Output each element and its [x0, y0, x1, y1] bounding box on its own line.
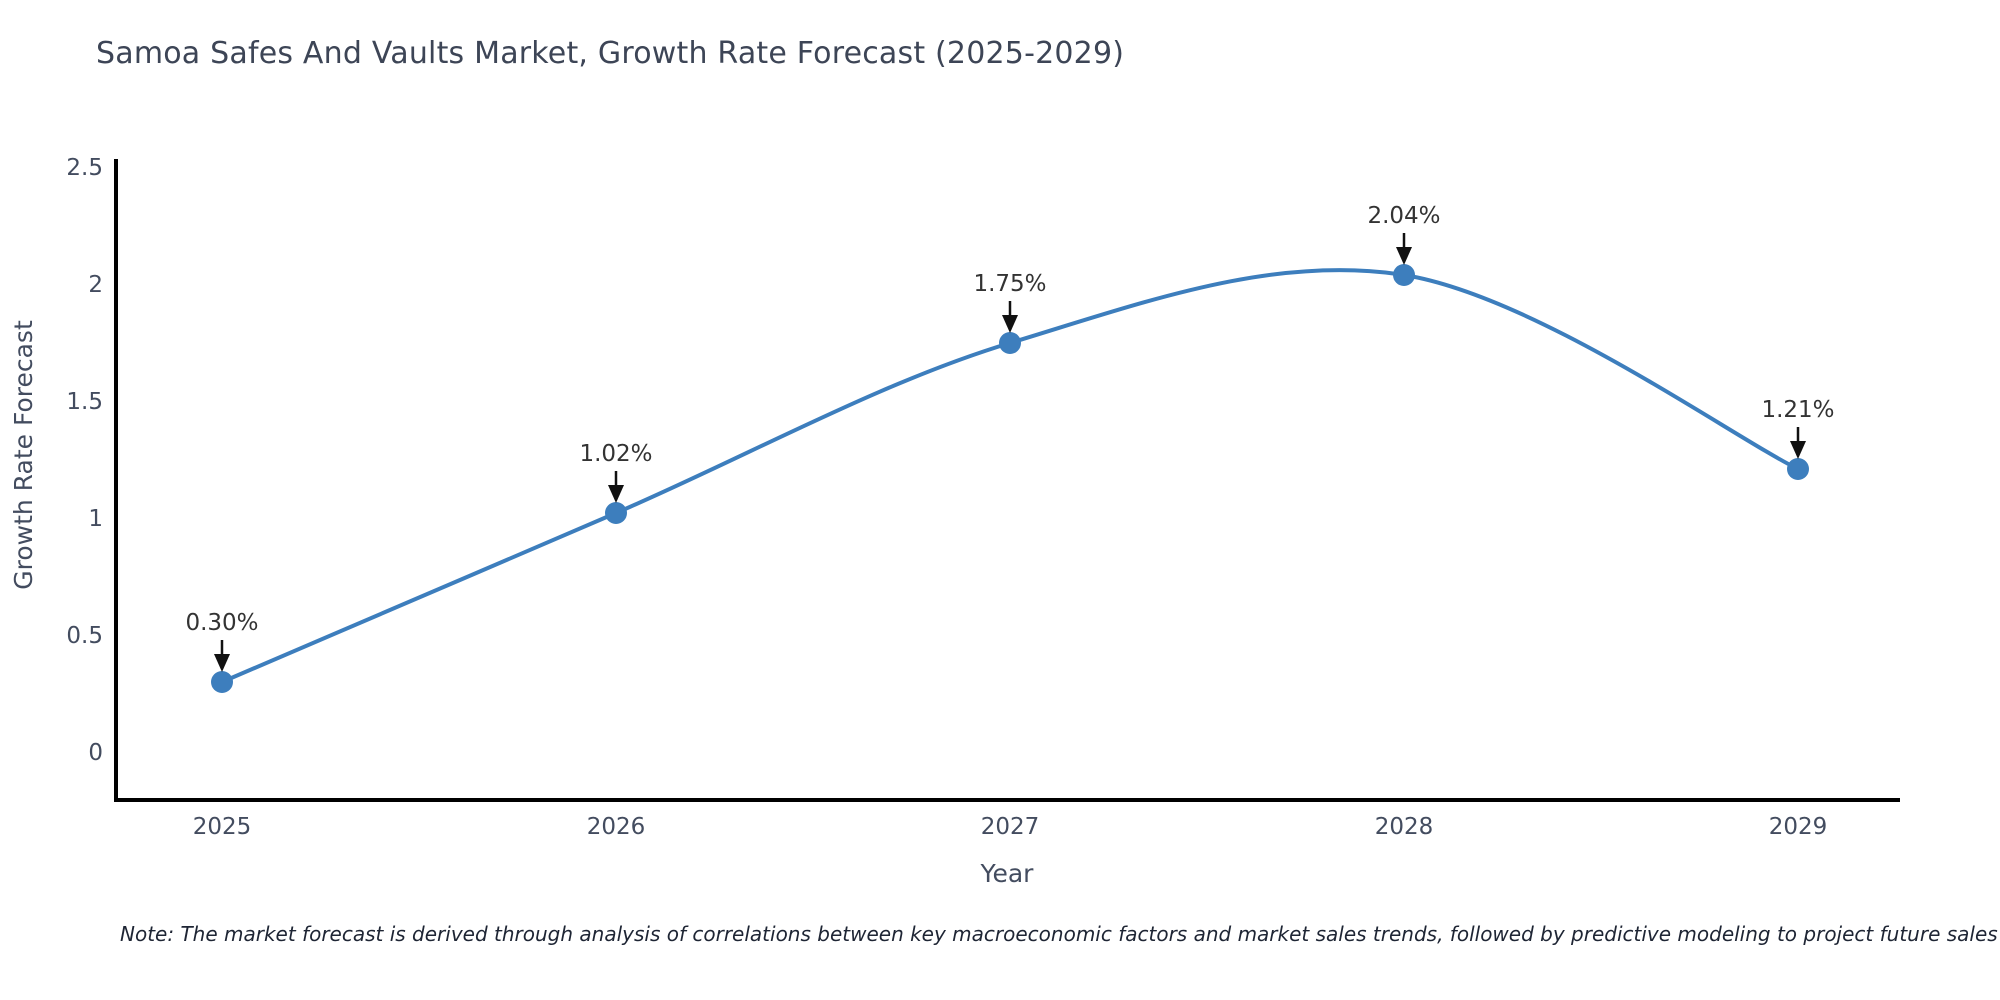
data-point-marker-2029[interactable] — [1787, 458, 1809, 480]
point-value-label: 1.21% — [1761, 397, 1834, 423]
point-value-label: 2.04% — [1367, 203, 1440, 229]
data-point-marker-2025[interactable] — [211, 671, 233, 693]
y-axis-tick-label: 0 — [88, 740, 103, 766]
annotation-arrowhead-icon — [1002, 315, 1018, 333]
y-axis-tick-label: 2.5 — [66, 155, 103, 181]
chart-note: Note: The market forecast is derived thr… — [120, 922, 1998, 946]
y-axis-tick-label: 1.5 — [66, 389, 103, 415]
x-axis-tick-label: 2027 — [981, 814, 1040, 840]
data-point-marker-2026[interactable] — [605, 502, 627, 524]
annotation-arrowhead-icon — [214, 654, 230, 672]
point-value-label: 1.02% — [579, 441, 652, 467]
chart-title: Samoa Safes And Vaults Market, Growth Ra… — [96, 36, 1125, 71]
y-axis-tick-label: 2 — [88, 272, 103, 298]
x-axis-tick-label: 2028 — [1375, 814, 1434, 840]
x-axis-title: Year — [980, 859, 1035, 888]
data-point-marker-2028[interactable] — [1393, 264, 1415, 286]
x-axis-tick-label: 2026 — [587, 814, 646, 840]
x-axis-tick-label: 2025 — [193, 814, 252, 840]
x-axis-tick-label: 2029 — [1769, 814, 1828, 840]
y-axis-tick-label: 0.5 — [66, 623, 103, 649]
data-point-marker-2027[interactable] — [999, 332, 1021, 354]
y-axis-title: Growth Rate Forecast — [9, 320, 38, 590]
point-value-label: 1.75% — [973, 271, 1046, 297]
annotation-arrowhead-icon — [1396, 247, 1412, 265]
annotation-arrowhead-icon — [608, 485, 624, 503]
annotation-arrowhead-icon — [1790, 441, 1806, 459]
y-axis-tick-label: 1 — [88, 506, 103, 532]
point-value-label: 0.30% — [185, 610, 258, 636]
